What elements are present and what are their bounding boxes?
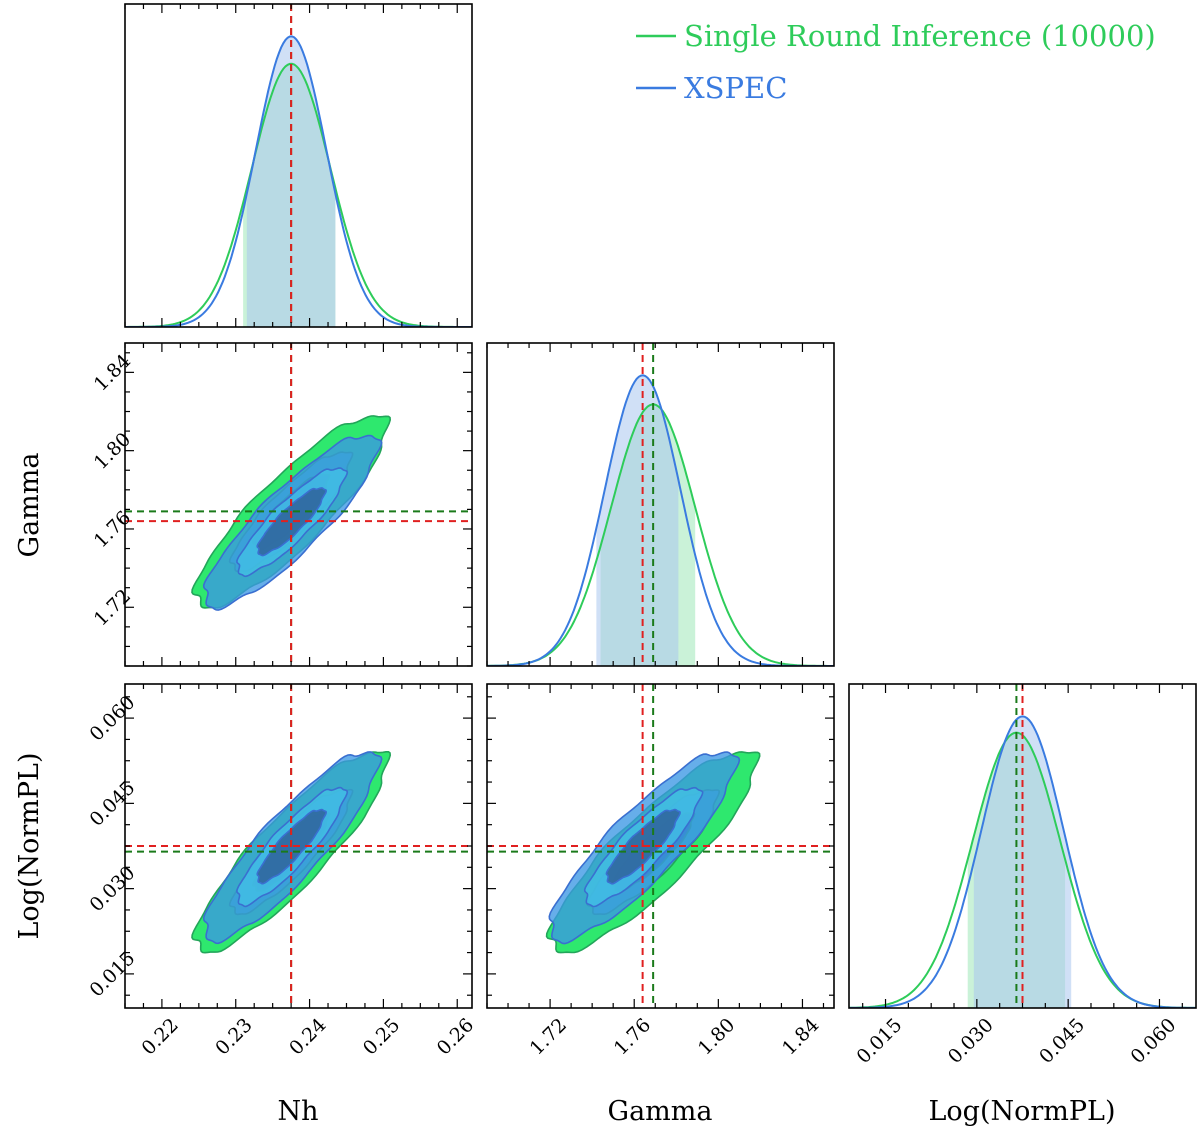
x-tick-label: 1.76 bbox=[610, 1014, 655, 1059]
interval-band-nh-1 bbox=[246, 36, 336, 327]
legend-label-1: XSPEC bbox=[684, 71, 787, 105]
x-tick-label: 1.80 bbox=[694, 1014, 739, 1059]
axis-ticks bbox=[124, 4, 1183, 1008]
interval-band-gamma-1 bbox=[596, 375, 679, 666]
x-tick-label: 0.23 bbox=[211, 1014, 256, 1059]
x-axis-label-2: Log(NormPL) bbox=[928, 1096, 1115, 1127]
panel-frame-1-1 bbox=[486, 342, 835, 667]
y-axis-label-2: Log(NormPL) bbox=[14, 752, 45, 939]
x-tick-label: 0.25 bbox=[359, 1014, 404, 1059]
filled-regions bbox=[191, 36, 1072, 1008]
x-tick-label: 0.015 bbox=[852, 1014, 906, 1068]
x-tick-label: 0.26 bbox=[433, 1014, 478, 1059]
x-tick-label: 0.22 bbox=[137, 1014, 182, 1059]
marginal-curve-lognormpl-1 bbox=[849, 715, 1196, 1008]
x-tick-label: 0.060 bbox=[1126, 1014, 1180, 1068]
x-tick-label: 1.84 bbox=[778, 1014, 823, 1059]
x-tick-label: 0.24 bbox=[285, 1014, 330, 1059]
x-axis-label-1: Gamma bbox=[608, 1096, 713, 1127]
curves-and-markers bbox=[125, 4, 1196, 1008]
marginal-curve-nh-0 bbox=[125, 62, 472, 327]
y-axis-label-1: Gamma bbox=[14, 453, 45, 558]
x-tick-label: 1.72 bbox=[526, 1014, 571, 1059]
x-tick-label: 0.030 bbox=[944, 1014, 998, 1068]
panel-frame-1-0 bbox=[124, 342, 473, 667]
panel-frame-0-0 bbox=[124, 3, 473, 328]
legend: Single Round Inference (10000) XSPEC bbox=[636, 19, 1156, 105]
x-tick-label: 0.045 bbox=[1035, 1014, 1089, 1068]
x-axis-label-0: Nh bbox=[277, 1096, 318, 1127]
legend-label-0: Single Round Inference (10000) bbox=[684, 19, 1156, 53]
